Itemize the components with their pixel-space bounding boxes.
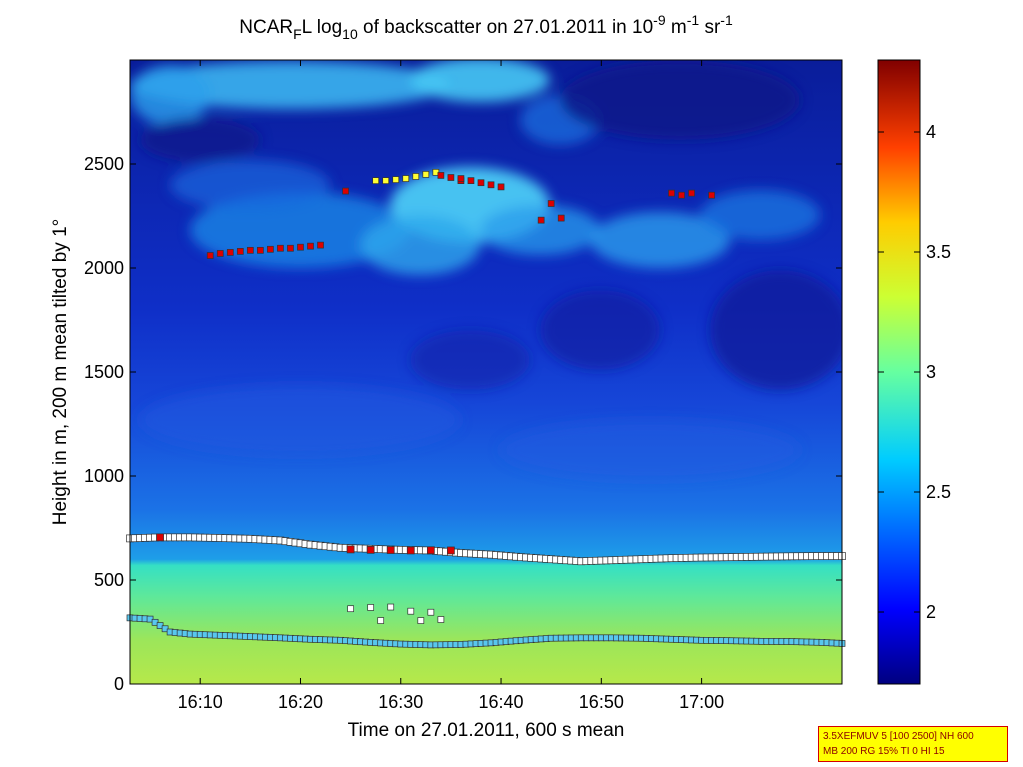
marker-cloud-base-2100m-24 — [708, 191, 715, 199]
marker-cloud-base-2100m-9 — [297, 243, 304, 251]
marker-cloud-base-2430m-1 — [382, 177, 390, 184]
marker-series-layer-300m — [126, 614, 846, 649]
marker-layer-700m-red-3 — [386, 546, 395, 554]
marker-layer-700m-red-4 — [406, 546, 415, 555]
marker-series-layer-700m-red — [156, 533, 455, 555]
x-tick-label-3: 16:40 — [479, 692, 524, 712]
marker-series-cloud-base-2430m — [372, 168, 440, 184]
x-axis: 16:10 16:20 16:30 16:40 16:50 17:00 — [178, 60, 724, 712]
marker-cloud-base-2100m-4 — [246, 246, 254, 254]
marker-cloud-base-2100m-23 — [688, 189, 695, 197]
marker-cloud-base-2430m-0 — [372, 177, 380, 184]
marker-cloud-base-2430m-3 — [402, 175, 410, 182]
marker-series-cloud-base-2440m-red — [437, 172, 465, 182]
y-axis: 0 500 1000 1500 2000 2500 — [84, 154, 842, 694]
info-box: 3.5XEFMUV 5 [100 2500] NH 600 MB 200 RG … — [818, 726, 1008, 762]
marker-cloud-base-2100m-5 — [257, 246, 264, 254]
y-tick-label-1: 500 — [94, 570, 124, 590]
marker-series-layer-350m — [347, 603, 445, 624]
marker-cloud-base-2440m-red-0 — [437, 172, 445, 179]
marker-cloud-base-2100m-22 — [678, 191, 685, 199]
marker-cloud-base-2440m-red-2 — [457, 175, 465, 182]
marker-cloud-base-2100m-2 — [226, 249, 234, 256]
x-tick-label-5: 17:00 — [679, 692, 724, 712]
y-axis-label: Height in m, 200 m mean tilted by 1° — [50, 219, 71, 525]
marker-cloud-base-2100m-16 — [487, 181, 495, 189]
marker-layer-350m-3 — [407, 607, 415, 615]
marker-cloud-base-2100m-21 — [668, 189, 675, 197]
y-tick-label-0: 0 — [114, 674, 124, 694]
marker-layer-700m-red-1 — [346, 545, 355, 554]
info-box-line1: 3.5XEFMUV 5 [100 2500] NH 600 — [823, 731, 974, 742]
marker-layer-700m-red-2 — [366, 545, 375, 554]
x-tick-label-2: 16:30 — [378, 692, 423, 712]
y-tick-label-5: 2500 — [84, 154, 124, 174]
colorbar-tick-label-2: 3 — [926, 362, 936, 382]
marker-series-layer-700m — [126, 533, 846, 566]
y-tick-label-2: 1000 — [84, 466, 124, 486]
marker-cloud-base-2100m-20 — [557, 214, 565, 222]
marker-cloud-base-2100m-14 — [467, 177, 475, 184]
marker-cloud-base-2100m-7 — [277, 244, 284, 252]
marker-cloud-base-2100m-8 — [287, 244, 294, 252]
marker-layer-350m-2 — [387, 603, 395, 611]
colorbar-scale — [878, 60, 920, 684]
marker-layers — [126, 168, 846, 649]
marker-cloud-base-2100m-18 — [537, 216, 545, 224]
marker-layer-350m-5 — [377, 617, 385, 624]
marker-cloud-base-2100m-19 — [547, 200, 555, 207]
colorbar: 2 2.5 3 3.5 4 — [877, 59, 951, 685]
marker-cloud-base-2100m-10 — [307, 242, 314, 250]
marker-cloud-base-2100m-1 — [216, 250, 224, 257]
cloud-structures — [130, 60, 842, 480]
chart-title: NCARFL log10 of backscatter on 27.01.201… — [239, 12, 733, 42]
marker-layer-700m-red-0 — [156, 533, 164, 542]
info-box-line2: MB 200 RG 15% TI 0 HI 15 — [823, 746, 945, 757]
marker-cloud-base-2100m-15 — [477, 179, 485, 187]
colorbar-tick-label-4: 4 — [926, 122, 936, 142]
x-tick-label-1: 16:20 — [278, 692, 323, 712]
marker-cloud-base-2430m-2 — [392, 176, 400, 183]
marker-cloud-base-2100m-3 — [236, 248, 244, 255]
colorbar-tick-label-3: 3.5 — [926, 242, 951, 262]
colorbar-ticks: 2 2.5 3 3.5 4 — [878, 122, 951, 622]
marker-layer-350m-1 — [367, 604, 375, 611]
marker-cloud-base-2100m-12 — [342, 187, 349, 195]
x-tick-label-4: 16:50 — [579, 692, 624, 712]
marker-cloud-base-2430m-5 — [422, 171, 430, 178]
marker-cloud-base-2100m-17 — [497, 183, 505, 191]
x-tick-label-0: 16:10 — [178, 692, 223, 712]
heatmap-plot — [126, 59, 846, 685]
marker-layer-350m-6 — [417, 617, 425, 624]
y-tick-label-3: 1500 — [84, 362, 124, 382]
marker-layer-350m-4 — [427, 608, 435, 616]
marker-cloud-base-2430m-4 — [412, 173, 420, 180]
colorbar-tick-label-0: 2 — [926, 602, 936, 622]
y-tick-label-4: 2000 — [84, 258, 124, 278]
colorbar-tick-label-1: 2.5 — [926, 482, 951, 502]
marker-cloud-base-2100m-11 — [317, 241, 324, 249]
marker-cloud-base-2440m-red-1 — [447, 174, 455, 181]
marker-cloud-base-2100m-0 — [206, 252, 214, 259]
marker-layer-350m-0 — [347, 605, 354, 613]
marker-layer-700m-red-5 — [426, 546, 435, 555]
marker-layer-700m-red-6 — [447, 546, 455, 555]
x-axis-label: Time on 27.01.2011, 600 s mean — [348, 720, 625, 741]
marker-layer-350m-7 — [437, 616, 445, 623]
marker-cloud-base-2100m-6 — [267, 245, 274, 253]
